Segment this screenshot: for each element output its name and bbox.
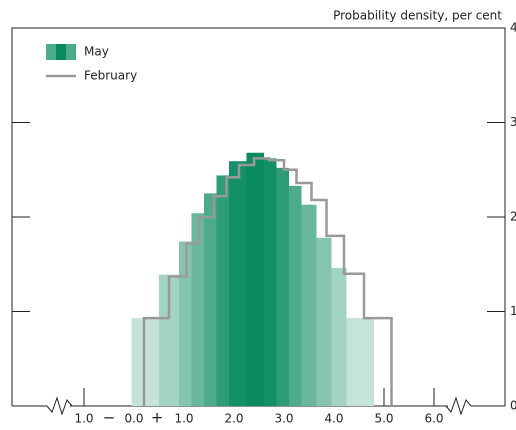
x-tick-label: 1.0 — [74, 412, 93, 426]
y-tick-label: 0 — [510, 399, 516, 413]
x-sign-label: − — [103, 409, 116, 427]
legend-swatch — [46, 44, 56, 60]
y-tick-label: 3 — [510, 115, 516, 129]
legend-swatch — [56, 44, 66, 60]
y-tick-label: 1 — [510, 304, 516, 318]
legend-label: May — [84, 45, 109, 59]
histogram-bar — [316, 237, 332, 406]
x-tick-label: 2.0 — [224, 412, 243, 426]
axis-break — [445, 396, 472, 416]
histogram-bar — [276, 167, 289, 406]
x-tick-label: 6.0 — [424, 412, 443, 426]
histogram-bar — [246, 152, 264, 406]
x-sign-label: + — [151, 409, 164, 427]
histogram-bar — [346, 318, 374, 406]
histogram-bar — [216, 175, 229, 406]
histogram-bar — [179, 241, 192, 406]
x-tick-label: 4.0 — [324, 412, 343, 426]
x-tick-label: 5.0 — [374, 412, 393, 426]
axis-break — [46, 396, 73, 416]
histogram-bar — [301, 204, 317, 406]
histogram-bar — [331, 268, 347, 406]
histogram-bar — [204, 193, 217, 406]
histogram-bar — [229, 161, 247, 406]
histogram-bar — [289, 185, 302, 406]
y-axis-label: Probability density, per cent — [333, 9, 502, 23]
histogram-bar — [264, 158, 277, 406]
legend-label: February — [84, 69, 137, 83]
x-tick-label: 1.0 — [174, 412, 193, 426]
y-tick-label: 4 — [510, 21, 516, 35]
plot-area: 0 1 2 3 4 1.0 0.0 1.0 2.0 3.0 4.0 5.0 6.0 − + May Februa… — [12, 21, 516, 427]
x-tick-label: 3.0 — [274, 412, 293, 426]
y-tick-label: 2 — [510, 210, 516, 224]
histogram-bar — [159, 274, 179, 406]
x-tick-label: 0.0 — [124, 412, 143, 426]
histogram-bar — [191, 213, 204, 406]
legend-swatch — [66, 44, 76, 60]
